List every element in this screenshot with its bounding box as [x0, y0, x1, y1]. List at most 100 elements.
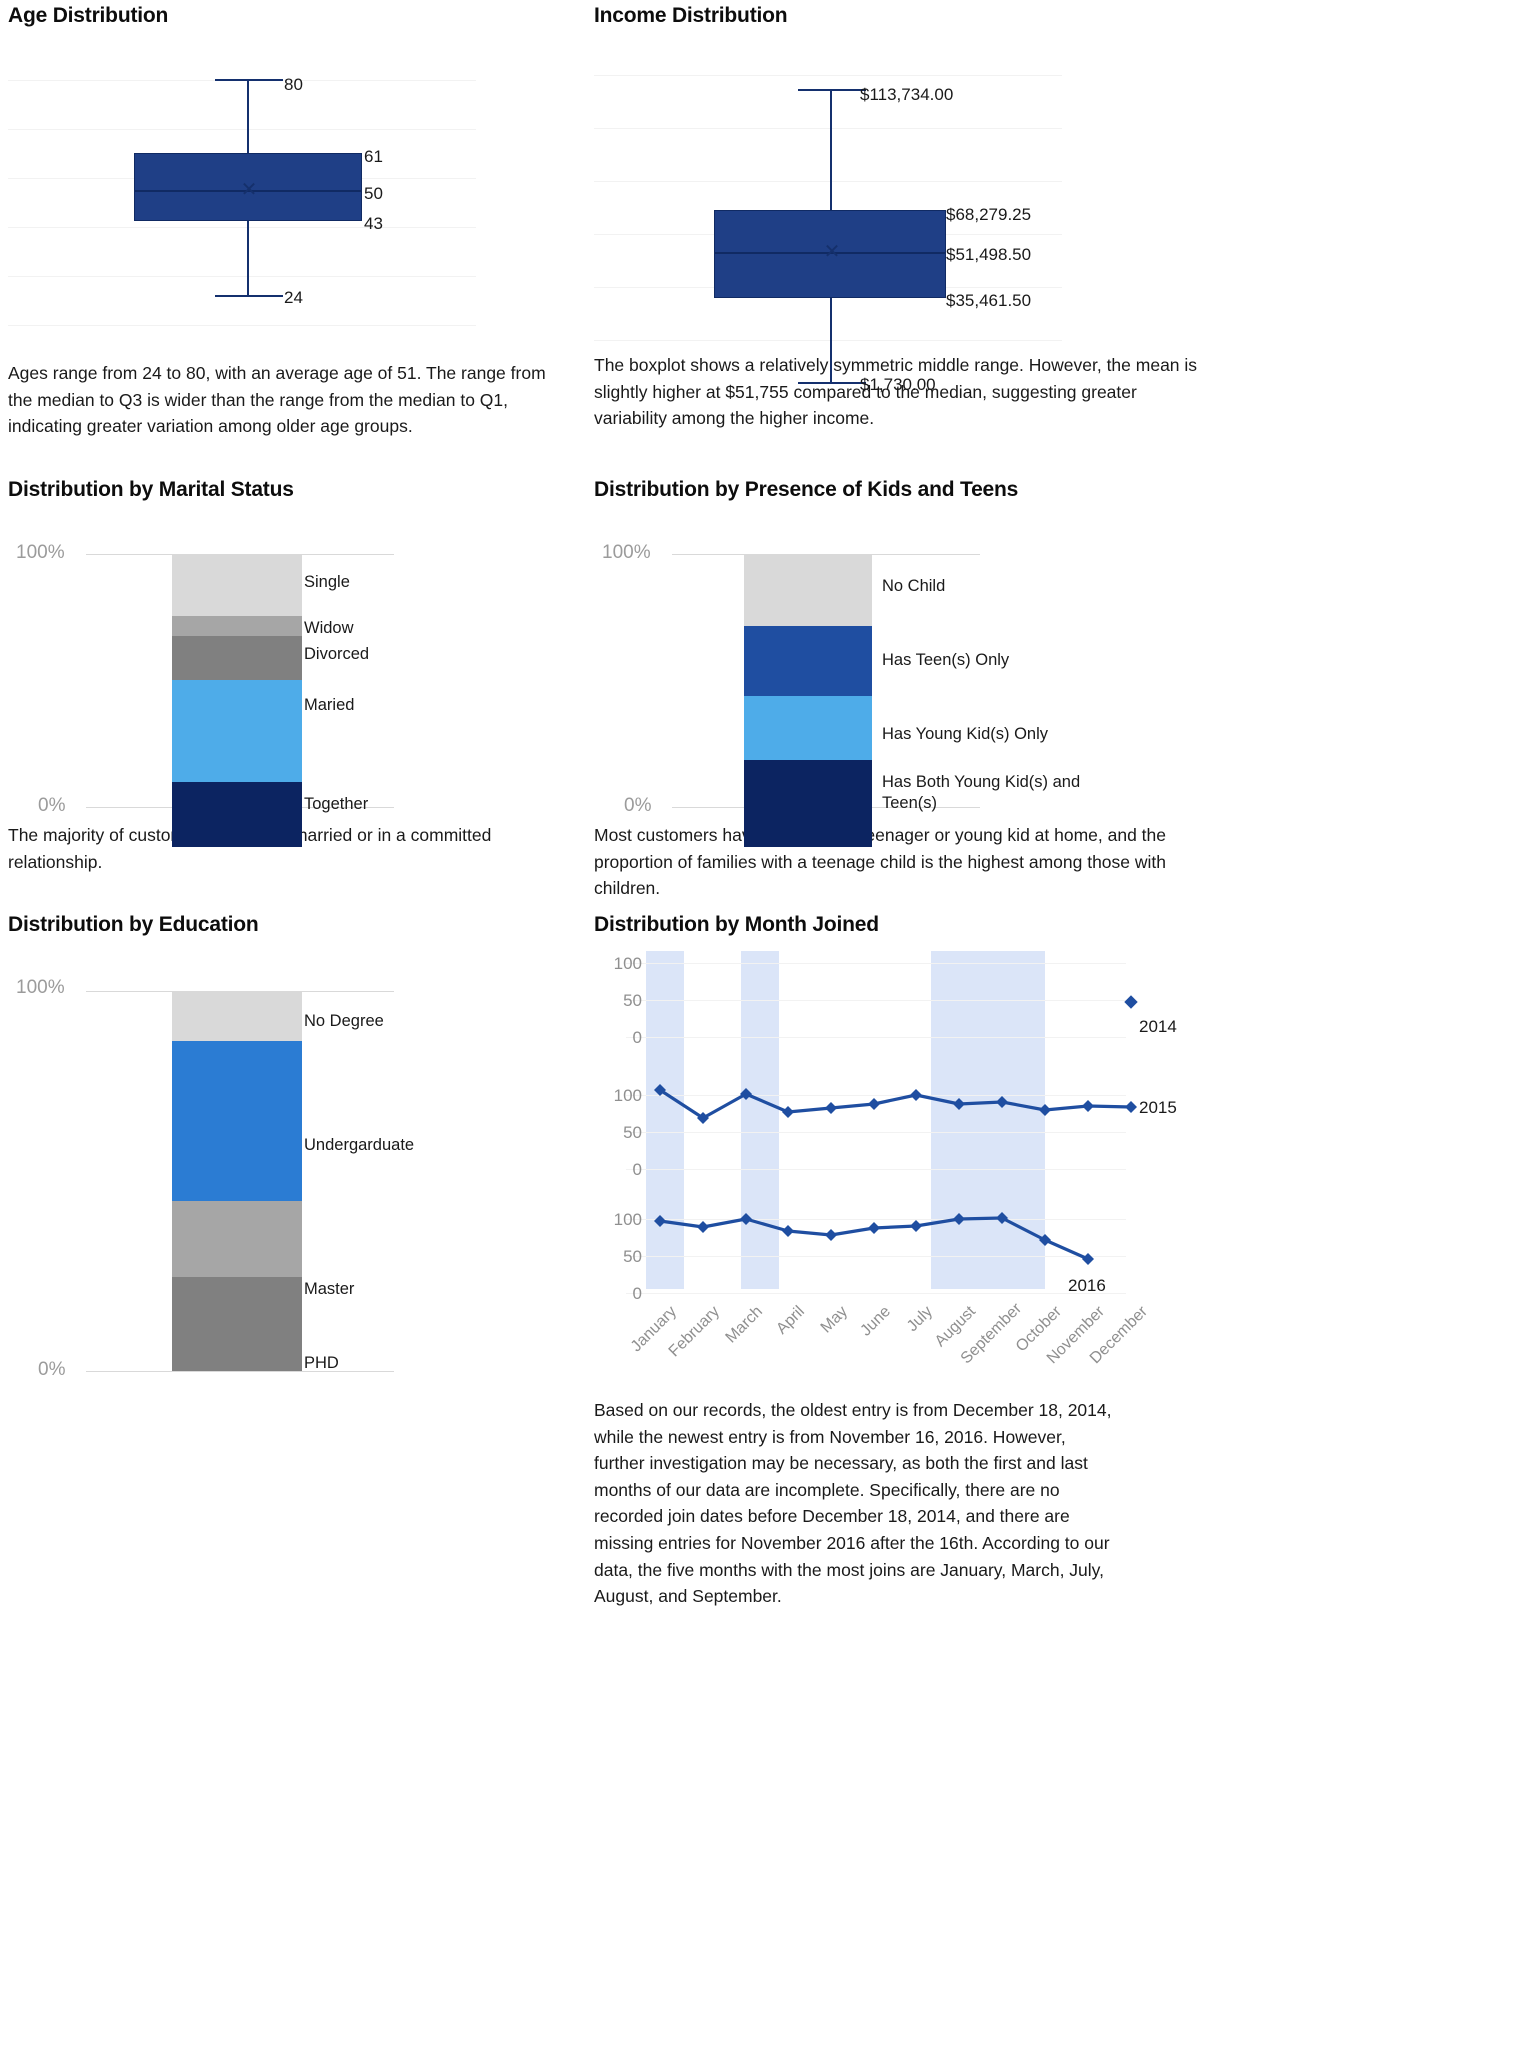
kids-segment-young-kids-only	[744, 696, 872, 760]
education-segment-master	[172, 1201, 302, 1277]
ytick-2015-100: 100	[613, 1086, 642, 1105]
marital-axis-bottom-label: 0%	[38, 795, 66, 816]
income-upper-whisker	[830, 89, 833, 211]
marital-segment-divorced	[172, 636, 302, 680]
income-distribution-title: Income Distribution	[594, 4, 788, 27]
income-max-label: $113,734.00	[860, 85, 954, 104]
gridline	[594, 75, 1062, 76]
marital-label-single: Single	[304, 573, 350, 591]
income-q1-label: $35,461.50	[946, 291, 1032, 310]
ytick-2016-50: 50	[623, 1247, 642, 1266]
panel-education: Distribution by Education 100% 0% No Deg…	[8, 913, 588, 1380]
series-2016-markers	[654, 1212, 1094, 1265]
income-narrative: The boxplot shows a relatively symmetric…	[594, 355, 1198, 429]
education-label-master: Master	[304, 1280, 355, 1298]
kids-label-teens-only: Has Teen(s) Only	[882, 651, 1010, 669]
age-upper-whisker	[247, 79, 250, 154]
income-boxplot-canvas: ✕ $113,734.00 $68,279.25 $51,498.50 $35,…	[594, 42, 1214, 394]
series-2015	[659, 1088, 1132, 1120]
education-segment-undergraduate	[172, 1041, 302, 1201]
series-label-2016: 2016	[1068, 1276, 1106, 1295]
gridline	[8, 325, 476, 326]
marital-segment-maried	[172, 680, 302, 782]
marital-status-title: Distribution by Marital Status	[8, 478, 294, 501]
marital-label-together: Together	[304, 795, 369, 813]
gridline	[626, 1132, 1126, 1133]
kids-segment-both	[744, 760, 872, 847]
education-label-phd: PHD	[304, 1354, 339, 1372]
education-segment-no-degree	[172, 991, 302, 1041]
income-median-line	[714, 252, 946, 254]
marital-label-divorced: Divorced	[304, 645, 370, 663]
age-box	[134, 153, 362, 221]
series-label-2014: 2014	[1139, 1017, 1177, 1036]
panel-age-distribution: Age Distribution ✕ 80 61 50 43 24 Ages r…	[8, 4, 588, 440]
series-2015-markers	[654, 1084, 1137, 1124]
series-2014	[1124, 995, 1138, 1009]
gridline	[594, 128, 1062, 129]
panel-income-distribution: Income Distribution ✕ $113,734.00 $68,27…	[594, 4, 1214, 432]
age-distribution-title: Age Distribution	[8, 4, 169, 27]
kids-label-no-child: No Child	[882, 577, 946, 595]
highlight-band-september	[1007, 951, 1045, 1289]
age-median-line	[134, 190, 362, 192]
ytick-2016-0: 0	[632, 1284, 642, 1303]
education-axis-top-label: 100%	[16, 977, 65, 998]
ytick-2014-0: 0	[632, 1028, 642, 1047]
ytick-2015-50: 50	[623, 1123, 642, 1142]
marital-label-maried: Maried	[304, 696, 355, 714]
income-mean-marker: ✕	[823, 241, 841, 263]
marital-axis-top-label: 100%	[16, 542, 65, 563]
kids-axis-bottom-label: 0%	[624, 795, 652, 816]
highlight-band-january	[646, 951, 684, 1289]
income-min-label: $1,730.00	[860, 375, 936, 394]
kids-stacked-canvas: 100% 0% No Child Has Teen(s) Only Has Yo…	[594, 514, 1214, 847]
age-min-leader	[247, 295, 283, 297]
datapoint-2014-december	[1124, 995, 1138, 1009]
panel-month-joined: Distribution by Month Joined 100 50 0 10…	[594, 913, 1214, 1610]
kids-teens-title: Distribution by Presence of Kids and Tee…	[594, 478, 1019, 501]
marital-segment-widow	[172, 616, 302, 636]
income-min-leader	[830, 382, 862, 384]
highlight-band-august	[969, 951, 1007, 1289]
kids-label-young-kids-only: Has Young Kid(s) Only	[882, 725, 1049, 743]
gridline	[594, 340, 1062, 341]
age-q3-label: 61	[364, 147, 383, 166]
gridline	[594, 181, 1062, 182]
highlight-band-july	[931, 951, 969, 1289]
month-joined-series-svg	[654, 995, 1138, 1265]
ytick-2015-0: 0	[632, 1160, 642, 1179]
panel-kids-teens: Distribution by Presence of Kids and Tee…	[594, 478, 1214, 902]
marital-stacked-canvas: 100% 0% Single Widow Divorced Maried Tog…	[8, 514, 588, 847]
marital-segment-single	[172, 554, 302, 616]
marital-segment-together	[172, 782, 302, 847]
age-max-label: 80	[284, 75, 303, 94]
gridline	[8, 276, 476, 277]
gridline	[626, 1169, 1126, 1170]
marital-label-widow: Widow	[304, 619, 354, 637]
month-joined-canvas: 100 50 0 100 50 0 100 50 0	[594, 951, 1214, 1371]
income-median-label: $51,498.50	[946, 245, 1032, 264]
gridline	[626, 1037, 1126, 1038]
gridline	[8, 129, 476, 130]
kids-stacked-bar	[744, 554, 872, 847]
kids-segment-no-child	[744, 554, 872, 626]
age-q1-label: 43	[364, 214, 383, 233]
gridline	[626, 1256, 1126, 1257]
education-segment-phd	[172, 1277, 302, 1371]
month-joined-title: Distribution by Month Joined	[594, 913, 879, 936]
education-label-undergraduate: Undergarduate	[304, 1136, 415, 1154]
ytick-2016-100: 100	[613, 1210, 642, 1229]
age-min-label: 24	[284, 288, 303, 307]
gridline	[626, 1293, 1126, 1294]
income-q3-label: $68,279.25	[946, 205, 1032, 224]
gridline	[8, 227, 476, 228]
kids-axis-top-label: 100%	[602, 542, 651, 563]
age-narrative: Ages range from 24 to 80, with an averag…	[8, 363, 546, 437]
education-axis-bottom-label: 0%	[38, 1359, 66, 1380]
education-bottom-axis	[86, 1371, 394, 1372]
education-stacked-bar	[172, 991, 302, 1371]
income-lower-whisker	[830, 297, 833, 384]
age-median-label: 50	[364, 184, 383, 203]
income-box	[714, 210, 946, 298]
